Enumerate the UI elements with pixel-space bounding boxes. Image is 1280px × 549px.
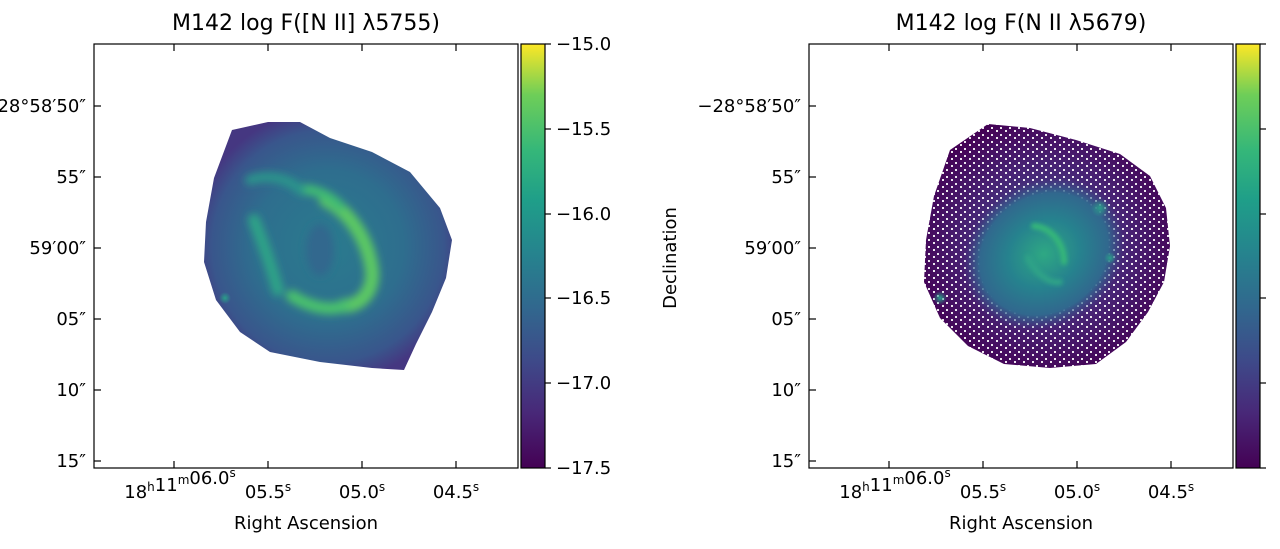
- panel-2-xtick-1: 05.5s: [960, 480, 1006, 503]
- cbar-1-tick-5: −17.5: [556, 458, 611, 479]
- panel-1: M142 log F([N II] λ5755): [0, 11, 611, 534]
- panel-2-xtick-3: 04.5s: [1148, 480, 1194, 503]
- panel-1-colorbar: −15.0 −15.5 −16.0 −16.5 −17.0 −17.5: [520, 34, 611, 479]
- cbar-1-tick-1: −15.5: [556, 119, 611, 140]
- panel-1-title: M142 log F([N II] λ5755): [172, 11, 440, 36]
- panel-2-knot-c: [933, 291, 947, 305]
- panel-2-ytick-2: 59′00″: [744, 238, 801, 259]
- panel-2-xtick-2: 05.0s: [1054, 480, 1100, 503]
- panel-2-knot-b: [1104, 252, 1116, 264]
- panel-1-xtick-3: 04.5s: [433, 480, 479, 503]
- panel-1-ytick-0: −28°58′50″: [0, 96, 86, 117]
- panel-1-ytick-1: 55″: [56, 167, 86, 188]
- panel-2-ytick-0: −28°58′50″: [697, 96, 801, 117]
- panel-1-x-tick-labels: 18h11m06.0s 05.5s 05.0s 04.5s: [124, 466, 479, 503]
- panel-2-ticks: [809, 44, 1172, 468]
- cbar-1-tick-2: −16.0: [556, 204, 611, 225]
- panel-2-core: [963, 177, 1125, 331]
- panel-2-frame: [808, 43, 1234, 469]
- cbar-1-tick-3: −16.5: [556, 288, 611, 309]
- panel-2-ytick-4: 10″: [771, 380, 801, 401]
- panel-2-ytick-5: 15″: [771, 451, 801, 472]
- panel-2-ylabel: Declination: [660, 207, 681, 309]
- panel-2-xtick-0: 18h11m06.0s: [839, 466, 950, 503]
- panel-2-knot-a: [1091, 199, 1109, 217]
- panel-1-ticks: [94, 44, 457, 468]
- panel-1-ytick-5: 15″: [56, 451, 86, 472]
- panel-2-core-arcs: [1025, 223, 1067, 286]
- panel-1-ytick-2: 59′00″: [29, 238, 86, 259]
- cbar-1-tick-0: −15.0: [556, 34, 611, 55]
- panel-1-ytick-3: 05″: [56, 309, 86, 330]
- panel-2: M142 log F(N II λ5679) Declination: [660, 11, 1266, 534]
- panel-1-ytick-4: 10″: [56, 380, 86, 401]
- panel-1-xtick-1: 05.5s: [245, 480, 291, 503]
- panel-1-frame: [93, 43, 519, 469]
- panel-1-heatmap: [204, 122, 452, 370]
- panel-2-ytick-3: 05″: [771, 309, 801, 330]
- panel-1-xtick-0: 18h11m06.0s: [124, 466, 235, 503]
- panel-2-ytick-1: 55″: [771, 167, 801, 188]
- panel-2-heatmap: [924, 122, 1172, 370]
- panel-1-knot: [219, 292, 231, 304]
- panel-1-y-tick-labels: −28°58′50″ 55″ 59′00″ 05″ 10″ 15″: [0, 96, 86, 472]
- cbar-1-tick-4: −17.0: [556, 373, 611, 394]
- panel-1-xtick-2: 05.0s: [339, 480, 385, 503]
- panel-2-colorbar: [1235, 43, 1266, 469]
- panel-1-arcs: [245, 172, 380, 315]
- panel-2-x-tick-labels: 18h11m06.0s 05.5s 05.0s 04.5s: [839, 466, 1194, 503]
- panel-2-xlabel: Right Ascension: [949, 513, 1093, 534]
- panel-2-y-tick-labels: −28°58′50″ 55″ 59′00″ 05″ 10″ 15″: [697, 96, 801, 472]
- panel-1-xlabel: Right Ascension: [234, 513, 378, 534]
- panel-2-title: M142 log F(N II λ5679): [896, 11, 1147, 36]
